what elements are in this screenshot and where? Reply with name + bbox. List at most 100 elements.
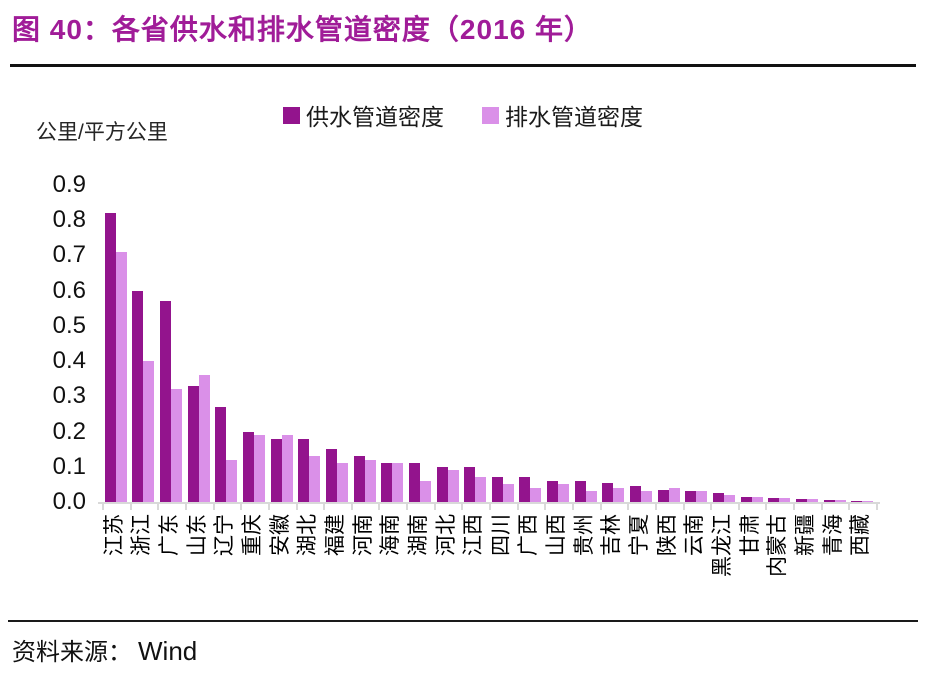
y-tick-label: 0.3 [52, 382, 86, 410]
x-axis-tick [710, 504, 713, 510]
x-category-label: 广东 [158, 514, 182, 556]
drainage-bar [171, 389, 183, 502]
x-axis-tick [350, 504, 353, 510]
x-axis-tick [323, 504, 326, 510]
supply-bar [381, 463, 393, 502]
drainage-bar [309, 456, 321, 502]
y-tick-label: 0.8 [52, 206, 86, 234]
x-axis-tick [599, 504, 602, 510]
supply-bar [104, 213, 116, 502]
figure-title: 图 40：各省供水和排水管道密度（2016 年） [12, 14, 593, 45]
x-category-label: 青海 [821, 514, 845, 556]
drainage-bar [475, 477, 487, 502]
supply-bar [574, 481, 586, 502]
drainage-bar [834, 500, 846, 502]
drainage-bar [198, 375, 210, 502]
drainage-bar [668, 488, 680, 502]
supply-bar [851, 501, 863, 502]
drainage-bar [392, 463, 404, 502]
supply-bar [657, 490, 669, 502]
source-value: Wind [138, 636, 198, 666]
x-category-label: 河北 [434, 514, 458, 556]
x-category-label: 内蒙古 [766, 514, 790, 577]
footer-divider [8, 620, 918, 622]
supply-bar [464, 467, 476, 502]
y-tick-label: 0.4 [52, 347, 86, 375]
x-axis-tick [378, 504, 381, 510]
supply-bar [547, 481, 559, 502]
chart-legend: 供水管道密度 排水管道密度 [0, 98, 926, 132]
drainage-bar [641, 491, 653, 502]
drainage-bar [530, 488, 542, 502]
supply-bar [243, 432, 255, 502]
x-category-label: 福建 [323, 514, 347, 556]
y-tick-label: 0.1 [52, 452, 86, 480]
x-axis-tick [102, 504, 104, 510]
supply-bar [795, 499, 807, 502]
legend-item-drainage: 排水管道密度 [482, 98, 643, 132]
x-axis-tick [240, 504, 243, 510]
title-divider [10, 64, 916, 67]
x-category-label: 广西 [517, 514, 541, 556]
supply-bar [187, 386, 199, 502]
drainage-series-swatch-icon [482, 106, 499, 124]
supply-bar [712, 493, 724, 502]
supply-bar [602, 483, 614, 502]
drainage-bar [336, 463, 348, 502]
drainage-bar [254, 435, 266, 502]
supply-bar [768, 498, 780, 502]
x-axis-tick [820, 504, 823, 510]
supply-bar [408, 463, 420, 502]
drainage-bar [226, 460, 238, 502]
x-axis-tick [765, 504, 768, 510]
drainage-bar [447, 470, 459, 502]
x-category-label: 辽宁 [213, 514, 237, 556]
x-category-label: 重庆 [241, 514, 265, 556]
drainage-bar [585, 491, 597, 502]
drainage-bar [806, 499, 818, 502]
x-category-label: 黑龙江 [710, 514, 734, 577]
x-category-label: 海南 [379, 514, 403, 556]
x-category-label: 湖北 [296, 514, 320, 556]
x-axis-tick [489, 504, 491, 510]
x-axis-tick [433, 504, 436, 510]
y-tick-label: 0.2 [52, 417, 86, 445]
x-axis-tick [627, 504, 630, 510]
supply-bar [160, 301, 172, 502]
x-category-label: 河南 [351, 514, 375, 556]
legend-label-supply: 供水管道密度 [306, 104, 444, 130]
x-axis-tick [793, 504, 796, 510]
y-axis-unit-label: 公里/平方公里 [36, 121, 168, 144]
x-category-label: 甘肃 [738, 514, 762, 556]
supply-bar [325, 449, 337, 502]
x-category-label: 西藏 [849, 514, 873, 556]
x-category-label: 新疆 [793, 514, 817, 556]
x-category-label: 云南 [683, 514, 707, 556]
legend-label-drainage: 排水管道密度 [505, 104, 643, 130]
x-category-label: 贵州 [572, 514, 596, 556]
source-label: 资料来源： [12, 640, 132, 666]
x-category-label: 湖南 [406, 514, 430, 556]
y-tick-label: 0.0 [52, 488, 86, 515]
drainage-bar [723, 495, 735, 502]
supply-bar [823, 500, 835, 502]
supply-bar [298, 439, 310, 502]
supply-bar [519, 477, 531, 502]
x-axis-tick [295, 504, 298, 510]
x-axis-tick [848, 504, 851, 510]
drainage-bar [115, 252, 127, 502]
drainage-bar [143, 361, 155, 502]
legend-item-supply: 供水管道密度 [283, 98, 444, 132]
supply-bar [270, 439, 282, 502]
drainage-bar [862, 501, 874, 502]
y-tick-label: 0.7 [52, 241, 86, 269]
x-category-label: 浙江 [130, 514, 154, 556]
supply-bar [132, 291, 144, 502]
x-axis-tick [737, 504, 740, 510]
drainage-bar [419, 481, 431, 502]
x-category-label: 江西 [462, 514, 486, 556]
supply-bar [491, 477, 503, 502]
drainage-bar [502, 484, 514, 502]
